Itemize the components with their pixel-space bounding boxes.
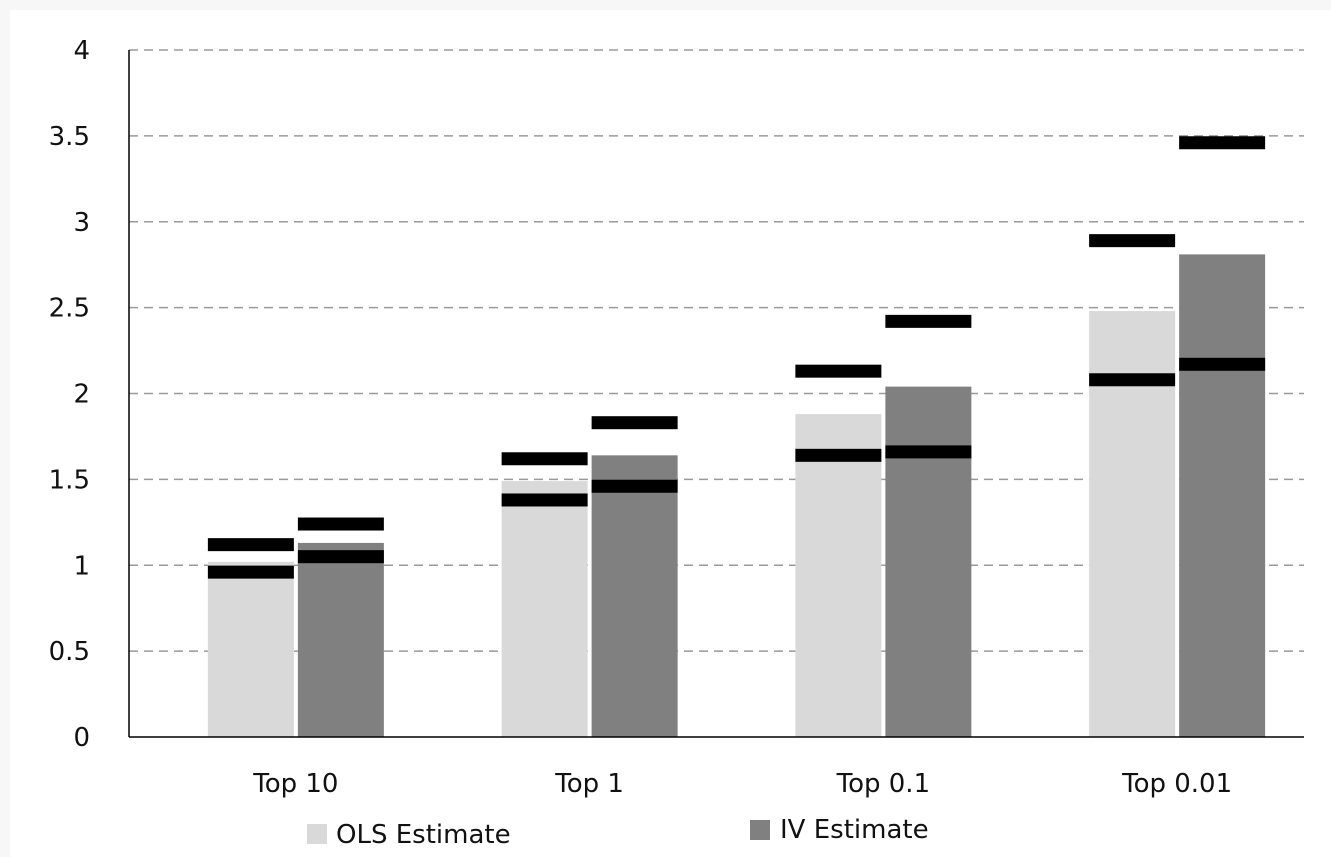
ci-high-marker xyxy=(591,416,678,430)
ci-low-marker xyxy=(885,445,972,459)
y-tick-label: 3 xyxy=(73,208,90,238)
ci-high-marker xyxy=(207,538,294,552)
bar-iv xyxy=(885,386,972,737)
y-tick-label: 0.5 xyxy=(49,637,90,667)
ci-low-marker xyxy=(591,479,678,493)
ci-low-marker xyxy=(297,550,384,564)
ci-high-marker xyxy=(1179,136,1266,150)
y-tick-label: 1.5 xyxy=(49,465,90,495)
ci-high-marker xyxy=(885,314,972,328)
x-category-label: Top 10 xyxy=(252,769,338,799)
bar-ols xyxy=(795,414,882,737)
y-tick-labels: 0 0.5 1 1.5 2 2.5 3 3.5 4 xyxy=(49,36,90,753)
ci-low-marker xyxy=(795,448,882,462)
y-tick-label: 2.5 xyxy=(49,294,90,324)
bar-ols xyxy=(501,481,588,737)
x-category-label: Top 0.1 xyxy=(836,769,931,799)
legend-label-iv: IV Estimate xyxy=(780,815,929,845)
axes xyxy=(128,50,1304,738)
bar-ols xyxy=(207,561,294,737)
x-category-labels: Top 10 Top 1 Top 0.1 Top 0.01 xyxy=(252,769,1232,799)
ci-high-marker xyxy=(501,452,588,466)
bars xyxy=(207,254,1266,737)
x-category-label: Top 1 xyxy=(554,769,624,799)
ci-high-marker xyxy=(795,364,882,378)
legend-label-ols: OLS Estimate xyxy=(336,820,511,850)
y-tick-label: 3.5 xyxy=(49,122,90,152)
legend: OLS Estimate IV Estimate xyxy=(307,815,929,850)
confidence-markers xyxy=(207,136,1266,579)
y-tick-label: 2 xyxy=(73,380,90,410)
bar-iv xyxy=(1179,254,1266,737)
legend-swatch-ols xyxy=(307,824,327,844)
legend-swatch-iv xyxy=(750,820,770,840)
y-tick-label: 4 xyxy=(73,36,90,66)
x-category-label: Top 0.01 xyxy=(1121,769,1232,799)
ci-high-marker xyxy=(1089,234,1176,248)
y-tick-label: 1 xyxy=(73,551,90,581)
bar-iv xyxy=(297,542,384,737)
y-tick-label: 0 xyxy=(73,723,90,753)
chart-frame: 0 0.5 1 1.5 2 2.5 3 3.5 4 Top 10 Top 1 Top 0.1 Top … xyxy=(10,10,1331,857)
ci-high-marker xyxy=(297,517,384,531)
bar-chart: 00.511.522.533.54 Top 10 Top 1 Top 0.1 Top … xyxy=(49,36,1304,850)
ci-low-marker xyxy=(1179,357,1266,371)
ci-low-marker xyxy=(1089,373,1176,387)
ci-low-marker xyxy=(501,493,588,507)
ci-low-marker xyxy=(207,565,294,579)
bar-iv xyxy=(591,455,678,737)
